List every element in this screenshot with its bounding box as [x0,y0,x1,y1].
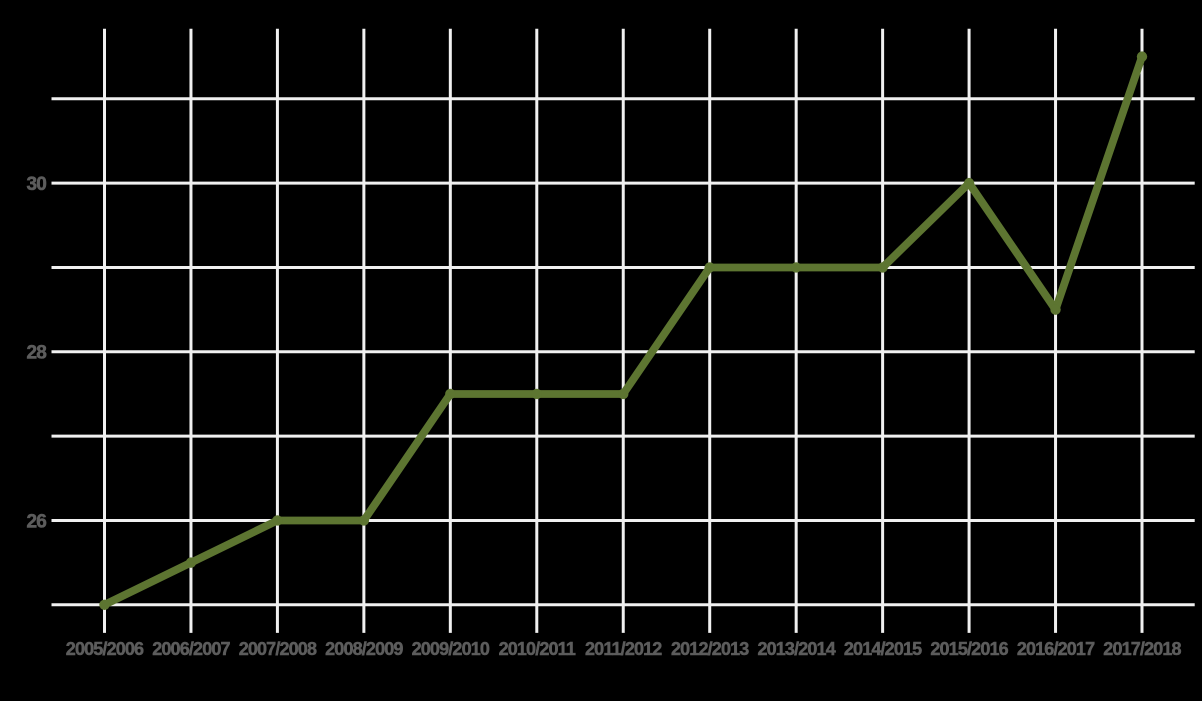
svg-text:2007/2008: 2007/2008 [239,639,317,659]
svg-text:2010/2011: 2010/2011 [499,639,576,659]
svg-text:2014/2015: 2014/2015 [844,639,922,659]
svg-text:2013/2014: 2013/2014 [757,639,835,659]
svg-text:2011/2012: 2011/2012 [585,639,662,659]
svg-text:28: 28 [26,343,46,364]
svg-text:26: 26 [26,511,46,532]
svg-text:2008/2009: 2008/2009 [325,639,403,659]
svg-text:30: 30 [26,174,46,195]
svg-text:2005/2006: 2005/2006 [66,639,144,659]
svg-text:2012/2013: 2012/2013 [671,639,749,659]
svg-text:2006/2007: 2006/2007 [152,639,230,659]
svg-text:2017/2018: 2017/2018 [1103,639,1181,659]
svg-text:2015/2016: 2015/2016 [930,639,1008,659]
svg-text:2009/2010: 2009/2010 [412,639,490,659]
svg-text:2016/2017: 2016/2017 [1017,639,1095,659]
